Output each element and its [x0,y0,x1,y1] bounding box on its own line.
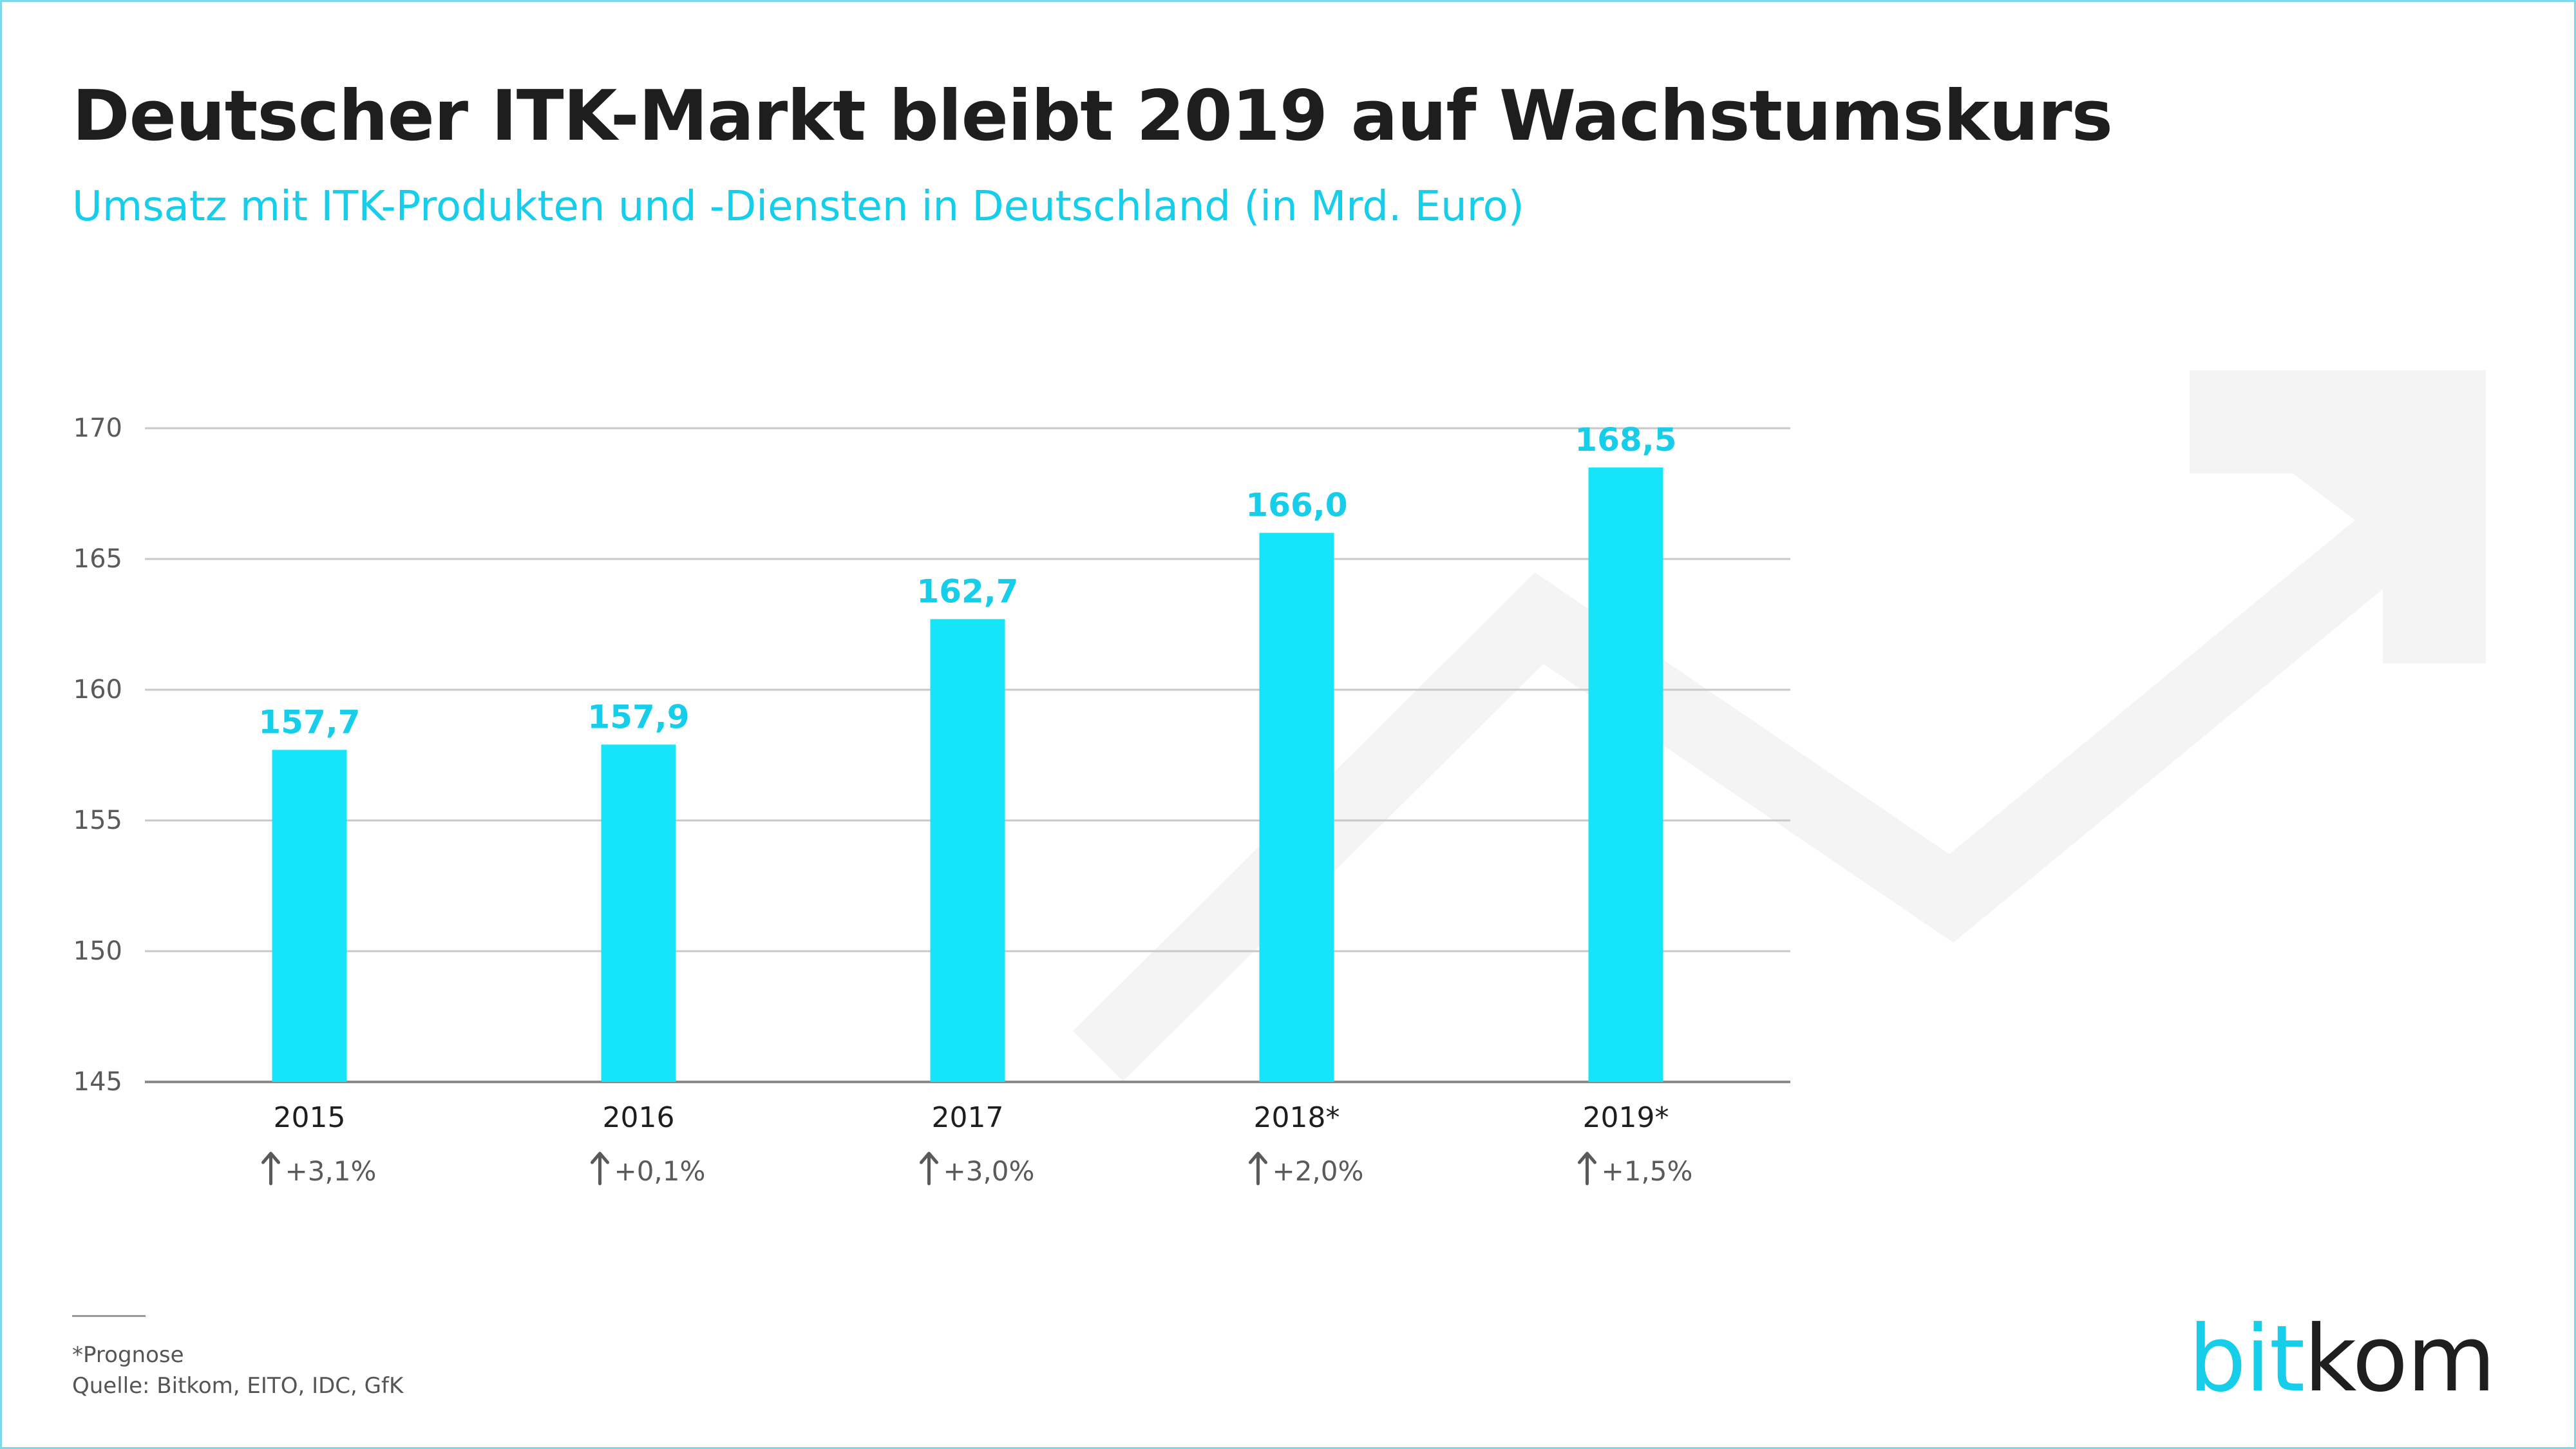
logo-part-kom: kom [2304,1306,2496,1412]
y-tick-label: 160 [73,675,122,705]
chart-bars [272,467,1663,1082]
background-arrow-head [2190,370,2486,663]
growth-item: +2,0% [1249,1151,1364,1187]
y-tick-label: 170 [73,413,122,443]
up-arrow-icon [261,1151,280,1186]
chart-subtitle: Umsatz mit ITK-Produkten und -Diensten i… [72,183,1524,231]
up-arrow-icon [920,1151,938,1186]
x-axis-tick-labels: 2015 2016 2017 2018* 2019* [274,1101,1669,1134]
growth-label: +3,1% [285,1155,377,1187]
y-tick-label: 150 [73,936,122,966]
y-tick-label: 165 [73,544,122,574]
growth-label: +1,5% [1602,1155,1693,1187]
x-tick-label: 2018* [1254,1101,1340,1134]
growth-item: +3,0% [920,1151,1035,1187]
growth-label: +0,1% [614,1155,706,1187]
footnote-prognose: *Prognose [72,1342,184,1368]
bitkom-logo: bitkom [2188,1314,2496,1405]
bar [1259,533,1334,1082]
x-tick-label: 2016 [603,1101,675,1134]
bar [930,619,1005,1082]
bar [272,750,347,1082]
growth-label: +2,0% [1273,1155,1364,1187]
bar [1588,467,1663,1082]
value-label: 157,9 [587,698,689,735]
up-arrow-icon [1578,1151,1596,1186]
growth-item: +1,5% [1578,1151,1693,1187]
up-arrow-icon [1249,1151,1267,1186]
x-tick-label: 2015 [274,1101,346,1134]
y-tick-label: 155 [73,806,122,835]
value-label: 157,7 [258,703,360,741]
footnote-source: Quelle: Bitkom, EITO, IDC, GfK [72,1373,404,1399]
growth-item: +0,1% [591,1151,706,1187]
logo-part-bit: bit [2188,1306,2305,1412]
up-arrow-icon [591,1151,609,1186]
value-labels: 157,7 157,9 162,7 166,0 168,5 [258,421,1676,741]
y-axis-tick-labels: 145 150 155 160 165 170 [73,413,122,1097]
growth-label: +3,0% [943,1155,1035,1187]
footnote-divider [72,1315,146,1317]
value-label: 166,0 [1245,486,1347,524]
value-label: 168,5 [1575,421,1676,459]
bar [601,744,676,1082]
y-tick-label: 145 [73,1067,122,1097]
value-label: 162,7 [916,573,1018,610]
chart-title: Deutscher ITK-Markt bleibt 2019 auf Wach… [72,76,2113,156]
footnote: *Prognose Quelle: Bitkom, EITO, IDC, GfK [72,1340,403,1401]
growth-item: +3,1% [261,1151,377,1187]
x-tick-label: 2017 [932,1101,1004,1134]
growth-labels: +3,1% +0,1% +3,0% +2,0% +1,5% [261,1151,1693,1187]
x-tick-label: 2019* [1583,1101,1669,1134]
